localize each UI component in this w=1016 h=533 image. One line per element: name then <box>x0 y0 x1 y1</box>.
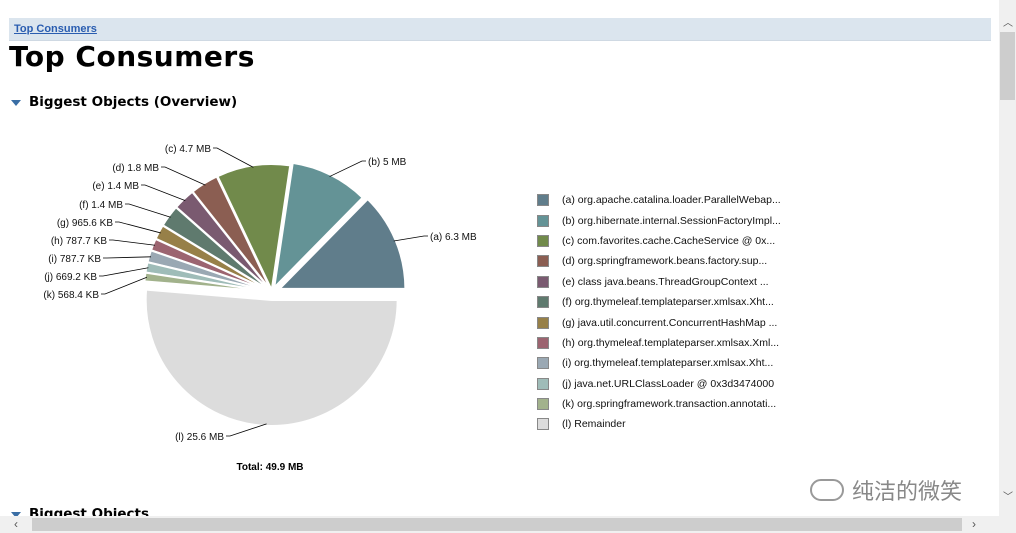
watermark-text: 纯洁的微笑 <box>852 480 963 505</box>
leader-line-d <box>161 166 206 186</box>
leader-line-k <box>101 276 148 295</box>
pie-chart: (a) 6.3 MB (b) 5 MB (c) 4.7 MB (d) 1.8 MB (e… <box>43 144 477 473</box>
legend-label: (b) org.hibernate.internal.SessionFactor… <box>562 214 781 227</box>
legend-label: (l) Remainder <box>562 418 626 431</box>
legend-swatch <box>537 214 549 227</box>
pie-slice-l <box>144 288 399 427</box>
legend-item-b: (b) org.hibernate.internal.SessionFactor… <box>537 210 781 230</box>
leader-line-g <box>115 221 161 234</box>
legend-swatch <box>537 336 549 349</box>
leader-line-a <box>393 235 428 242</box>
legend-swatch <box>537 357 549 370</box>
legend-item-g: (g) java.util.concurrent.ConcurrentHashM… <box>537 312 781 332</box>
leader-line-f <box>125 203 171 218</box>
legend-item-k: (k) org.springframework.transaction.anno… <box>537 394 781 414</box>
leader-line-b <box>329 160 366 177</box>
pie-slice-b <box>272 161 365 291</box>
legend-item-j: (j) java.net.URLClassLoader @ 0x3d347400… <box>537 374 781 394</box>
chart-legend: (a) org.apache.catalina.loader.ParallelW… <box>537 190 781 435</box>
horizontal-scrollbar[interactable]: ‹ › <box>0 516 1016 533</box>
slice-label-l: (l) 25.6 MB <box>175 432 224 443</box>
legend-swatch <box>537 255 549 268</box>
leader-line-l <box>226 423 267 437</box>
leader-line-h <box>109 239 156 246</box>
slice-label-a: (a) 6.3 MB <box>430 232 477 243</box>
scroll-left-icon[interactable]: ‹ <box>14 517 18 531</box>
slice-label-d: (d) 1.8 MB <box>112 163 159 174</box>
legend-label: (h) org.thymeleaf.templateparser.xmlsax.… <box>562 336 780 349</box>
legend-label: (j) java.net.URLClassLoader @ 0x3d347400… <box>562 377 775 390</box>
slice-label-k: (k) 568.4 KB <box>43 290 99 301</box>
leader-line-i <box>103 256 152 259</box>
scroll-up-icon[interactable]: ︿ <box>1003 18 1013 29</box>
slice-label-c: (c) 4.7 MB <box>165 144 211 155</box>
slice-label-b: (b) 5 MB <box>368 157 407 168</box>
vertical-scroll-thumb[interactable] <box>1000 32 1015 100</box>
legend-label: (i) org.thymeleaf.templateparser.xmlsax.… <box>562 357 774 370</box>
slice-label-g: (g) 965.6 KB <box>57 218 113 229</box>
legend-label: (f) org.thymeleaf.templateparser.xmlsax.… <box>562 296 774 309</box>
pie-slice-k <box>143 271 271 293</box>
legend-item-l: (l) Remainder <box>537 414 781 434</box>
watermark: 纯洁的微笑 <box>810 474 962 506</box>
legend-item-h: (h) org.thymeleaf.templateparser.xmlsax.… <box>537 333 781 353</box>
leader-line-j <box>99 267 149 277</box>
chat-bubble-icon <box>810 479 844 501</box>
legend-label: (a) org.apache.catalina.loader.ParallelW… <box>562 194 781 207</box>
slice-label-h: (h) 787.7 KB <box>51 236 107 247</box>
pie-slice-a <box>276 197 407 290</box>
legend-label: (d) org.springframework.beans.factory.su… <box>562 255 768 268</box>
legend-label: (e) class java.beans.ThreadGroupContext … <box>562 275 769 288</box>
slice-label-f: (f) 1.4 MB <box>79 200 123 211</box>
section-heading: Biggest Objects (Overview) <box>29 94 238 110</box>
slice-label-i: (i) 787.7 KB <box>48 254 101 265</box>
legend-swatch <box>537 418 549 431</box>
slice-label-j: (j) 669.2 KB <box>44 272 97 283</box>
collapse-triangle-icon[interactable] <box>11 100 21 106</box>
scroll-right-icon[interactable]: › <box>972 517 976 531</box>
legend-swatch <box>537 377 549 390</box>
legend-item-f: (f) org.thymeleaf.templateparser.xmlsax.… <box>537 292 781 312</box>
collapse-triangle-icon[interactable] <box>11 512 21 518</box>
legend-item-d: (d) org.springframework.beans.factory.su… <box>537 251 781 271</box>
section-biggest-objects-overview[interactable]: Biggest Objects (Overview) <box>11 94 237 110</box>
slice-label-e: (e) 1.4 MB <box>92 181 139 192</box>
legend-swatch <box>537 275 549 288</box>
legend-item-c: (c) com.favorites.cache.CacheService @ 0… <box>537 231 781 251</box>
legend-swatch <box>537 194 549 207</box>
legend-label: (g) java.util.concurrent.ConcurrentHashM… <box>562 316 778 329</box>
legend-swatch <box>537 234 549 247</box>
legend-swatch <box>537 296 549 309</box>
legend-label: (c) com.favorites.cache.CacheService @ 0… <box>562 234 776 247</box>
horizontal-scroll-thumb[interactable] <box>32 518 962 531</box>
breadcrumb: Top Consumers <box>9 18 991 41</box>
leader-line-e <box>141 184 186 201</box>
breadcrumb-link-top-consumers[interactable]: Top Consumers <box>14 23 97 35</box>
legend-label: (k) org.springframework.transaction.anno… <box>562 398 777 411</box>
leader-line-c <box>213 147 254 168</box>
legend-swatch <box>537 398 549 411</box>
page-title: Top Consumers <box>9 40 255 73</box>
legend-item-i: (i) org.thymeleaf.templateparser.xmlsax.… <box>537 353 781 373</box>
chart-total-label: Total: 49.9 MB <box>236 462 303 473</box>
vertical-scrollbar[interactable]: ︿ ﹀ <box>999 0 1016 516</box>
legend-item-a: (a) org.apache.catalina.loader.ParallelW… <box>537 190 781 210</box>
legend-item-e: (e) class java.beans.ThreadGroupContext … <box>537 272 781 292</box>
scroll-down-icon[interactable]: ﹀ <box>1003 492 1013 503</box>
legend-swatch <box>537 316 549 329</box>
